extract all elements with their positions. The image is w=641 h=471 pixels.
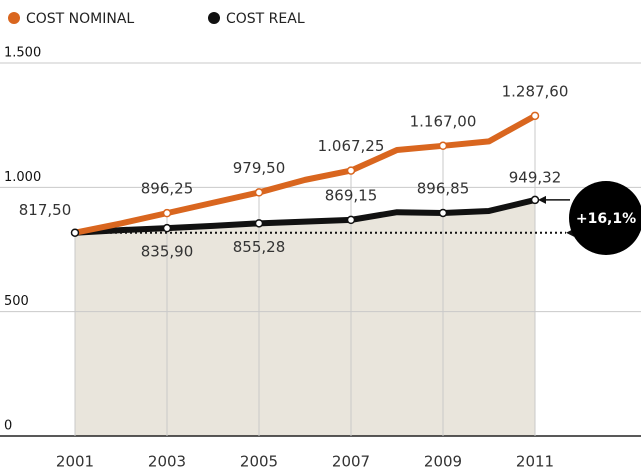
x-tick-label: 2011 (516, 453, 554, 471)
legend-label: COST REAL (226, 11, 305, 27)
x-tick-label: 2007 (332, 453, 370, 471)
data-label: 817,50 (19, 201, 72, 219)
annotation-badge (569, 181, 641, 255)
point (438, 141, 448, 151)
point (162, 208, 172, 218)
data-label: 1.287,60 (502, 82, 569, 100)
y-tick-label: 1.000 (4, 170, 41, 185)
y-tick-label: 500 (4, 294, 29, 309)
data-label: 835,90 (141, 243, 194, 261)
point (254, 188, 264, 197)
data-label: 855,28 (233, 238, 286, 256)
data-label: 1.067,25 (318, 137, 385, 155)
legend-swatch (208, 12, 220, 24)
y-tick-label: 1.500 (4, 46, 41, 61)
data-label: 896,25 (141, 180, 194, 198)
line (74, 197, 536, 236)
legend-swatch (8, 12, 20, 24)
line (74, 113, 537, 236)
data-label: 979,50 (233, 159, 286, 177)
point (346, 166, 356, 175)
data-label: 1.167,00 (410, 112, 477, 130)
arrow-head (538, 195, 546, 204)
y-tick-label: 0 (4, 419, 12, 434)
point (346, 215, 356, 225)
data-label: 949,32 (509, 168, 562, 186)
point (530, 111, 540, 121)
x-tick-label: 2009 (424, 453, 462, 471)
x-tick-label: 2001 (56, 453, 94, 471)
annotation: +16,1% (576, 211, 636, 227)
point (162, 223, 172, 233)
legend-label: COST NOMINAL (26, 11, 134, 27)
area (75, 199, 535, 436)
x-tick-label: 2005 (240, 453, 278, 471)
x-tick-label: 2003 (148, 453, 186, 471)
data-label: 896,85 (417, 179, 470, 197)
point (70, 228, 80, 237)
data-label: 869,15 (325, 186, 378, 204)
point (530, 195, 540, 205)
point (438, 208, 448, 218)
point (254, 219, 264, 228)
